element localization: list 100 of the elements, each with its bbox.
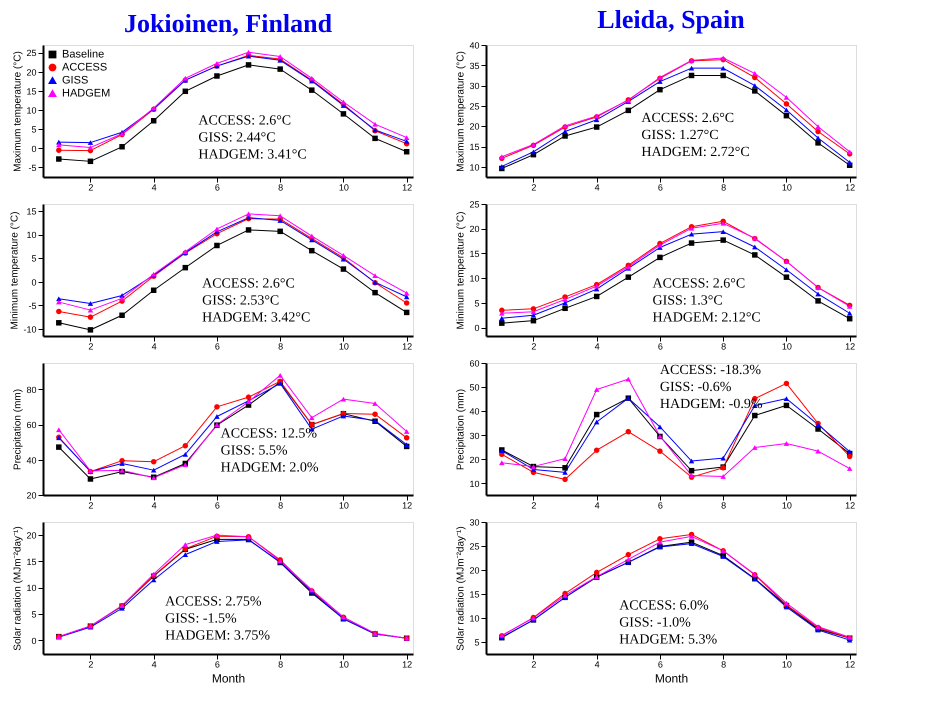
x-tick-label: 2	[88, 182, 94, 192]
y-tick-label: 20	[26, 490, 36, 500]
x-tick-label: 8	[278, 660, 284, 670]
y-tick-label: 10	[469, 614, 480, 624]
y-tick-label: 10	[469, 162, 480, 172]
x-tick-label: 10	[338, 660, 349, 670]
x-tick-label: 6	[214, 182, 220, 192]
y-tick-label: 5	[31, 610, 36, 620]
annotation: GISS: 2.53°C	[202, 294, 280, 309]
x-tick-label: 2	[531, 660, 536, 670]
x-tick-label: 4	[152, 342, 157, 352]
annotation: ACCESS: 2.6°C	[641, 111, 734, 126]
x-tick-label: 10	[338, 500, 349, 510]
y-tick-label: 40	[469, 406, 480, 417]
x-tick-label: 4	[152, 182, 157, 192]
x-tick-label: 8	[721, 500, 726, 510]
x-axis-title: Month	[212, 672, 246, 686]
y-tick-label: 20	[469, 454, 480, 465]
legend-label: GISS	[62, 74, 88, 86]
y-tick-label: 15	[26, 556, 36, 567]
x-tick-label: 8	[278, 500, 284, 510]
y-tick-label: 30	[469, 430, 480, 441]
x-tick-label: 4	[152, 500, 157, 510]
y-tick-label: 5	[31, 124, 36, 135]
y-tick-label: 40	[469, 40, 480, 50]
y-tick-label: -5	[28, 300, 36, 311]
x-tick-label: 8	[278, 182, 284, 192]
x-tick-label: 10	[338, 342, 349, 352]
y-tick-label: 15	[469, 142, 480, 152]
y-tick-label: 25	[469, 200, 480, 210]
x-tick-label: 6	[214, 660, 220, 670]
x-tick-label: 2	[531, 500, 536, 510]
x-tick-label: 6	[214, 500, 220, 510]
x-tick-label: 12	[402, 660, 412, 670]
y-axis-title: Solar radiation (MJm⁻²day⁻¹)	[455, 526, 466, 651]
x-tick-label: 4	[594, 660, 600, 670]
y-tick-label: 20	[469, 566, 480, 576]
y-tick-label: 50	[469, 382, 480, 393]
y-axis-title: Precipitation (mm)	[455, 388, 466, 470]
annotation: GISS: 1.27°C	[641, 128, 719, 143]
y-tick-label: -10	[23, 324, 36, 334]
annotation: GISS: -1.5%	[165, 612, 237, 627]
x-tick-label: 6	[658, 182, 663, 192]
y-tick-label: 25	[26, 48, 36, 58]
legend-label: Baseline	[62, 48, 104, 60]
chart-title: Jokioinen, Finland	[124, 9, 333, 38]
y-tick-label: 10	[469, 274, 480, 284]
y-axis-title: Maximum temperature (°C)	[455, 51, 466, 172]
annotation: GISS: 5.5%	[220, 443, 288, 458]
x-tick-label: 8	[721, 660, 726, 670]
x-tick-label: 10	[782, 660, 792, 670]
y-tick-label: 0	[31, 144, 36, 154]
x-tick-label: 10	[782, 342, 792, 352]
y-tick-label: 20	[26, 67, 36, 78]
annotation: HADGEM: 3.75%	[165, 628, 270, 644]
annotation: ACCESS: 2.6°C	[652, 276, 746, 292]
x-tick-label: 4	[594, 342, 600, 352]
y-tick-label: 10	[26, 106, 36, 116]
y-tick-label: 15	[26, 86, 36, 96]
y-axis-title: Minimum temperature (°C)	[455, 212, 466, 330]
y-tick-label: 35	[469, 60, 480, 71]
x-tick-label: 4	[594, 182, 600, 192]
annotation: ACCESS: 12.5%	[220, 426, 318, 442]
x-tick-label: 12	[402, 182, 412, 192]
y-axis-title: Maximum temperature (°C)	[12, 51, 24, 172]
y-tick-label: 20	[469, 224, 480, 234]
x-tick-label: 12	[402, 342, 412, 352]
annotation: HADGEM: 3.42°C	[202, 310, 310, 326]
x-tick-label: 10	[782, 500, 792, 510]
x-tick-label: 2	[88, 342, 94, 352]
y-tick-label: 20	[469, 122, 480, 132]
x-tick-label: 6	[658, 660, 663, 670]
x-tick-label: 12	[845, 500, 856, 510]
x-tick-label: 8	[721, 342, 726, 352]
y-tick-label: 30	[469, 518, 480, 528]
x-tick-label: 6	[658, 500, 663, 510]
y-tick-label: 60	[26, 420, 36, 430]
x-tick-label: 6	[214, 342, 220, 352]
y-tick-label: 60	[469, 358, 480, 368]
x-tick-label: 2	[531, 342, 536, 352]
y-tick-label: 0	[31, 636, 36, 646]
annotation: ACCESS: 2.6°C	[198, 114, 292, 129]
y-tick-label: 15	[469, 590, 480, 600]
x-tick-label: 8	[721, 182, 726, 192]
annotation: HADGEM: 2.0%	[220, 460, 319, 476]
y-tick-label: 15	[26, 206, 36, 217]
legend-label: HADGEM	[62, 88, 110, 100]
x-tick-label: 2	[531, 182, 536, 192]
y-tick-label: 40	[26, 455, 36, 466]
y-tick-label: -5	[28, 162, 36, 173]
y-tick-label: 25	[469, 101, 480, 112]
x-axis-title: Month	[654, 672, 688, 686]
chart-title: Lleida, Spain	[597, 5, 746, 34]
x-tick-label: 10	[782, 182, 792, 192]
annotation: HADGEM: 3.41°C	[198, 148, 307, 163]
x-tick-label: 12	[845, 342, 856, 352]
annotation: GISS: 2.44°C	[198, 130, 276, 146]
x-tick-label: 4	[594, 500, 600, 510]
y-tick-label: 0	[474, 323, 480, 334]
y-tick-label: 5	[474, 638, 480, 648]
